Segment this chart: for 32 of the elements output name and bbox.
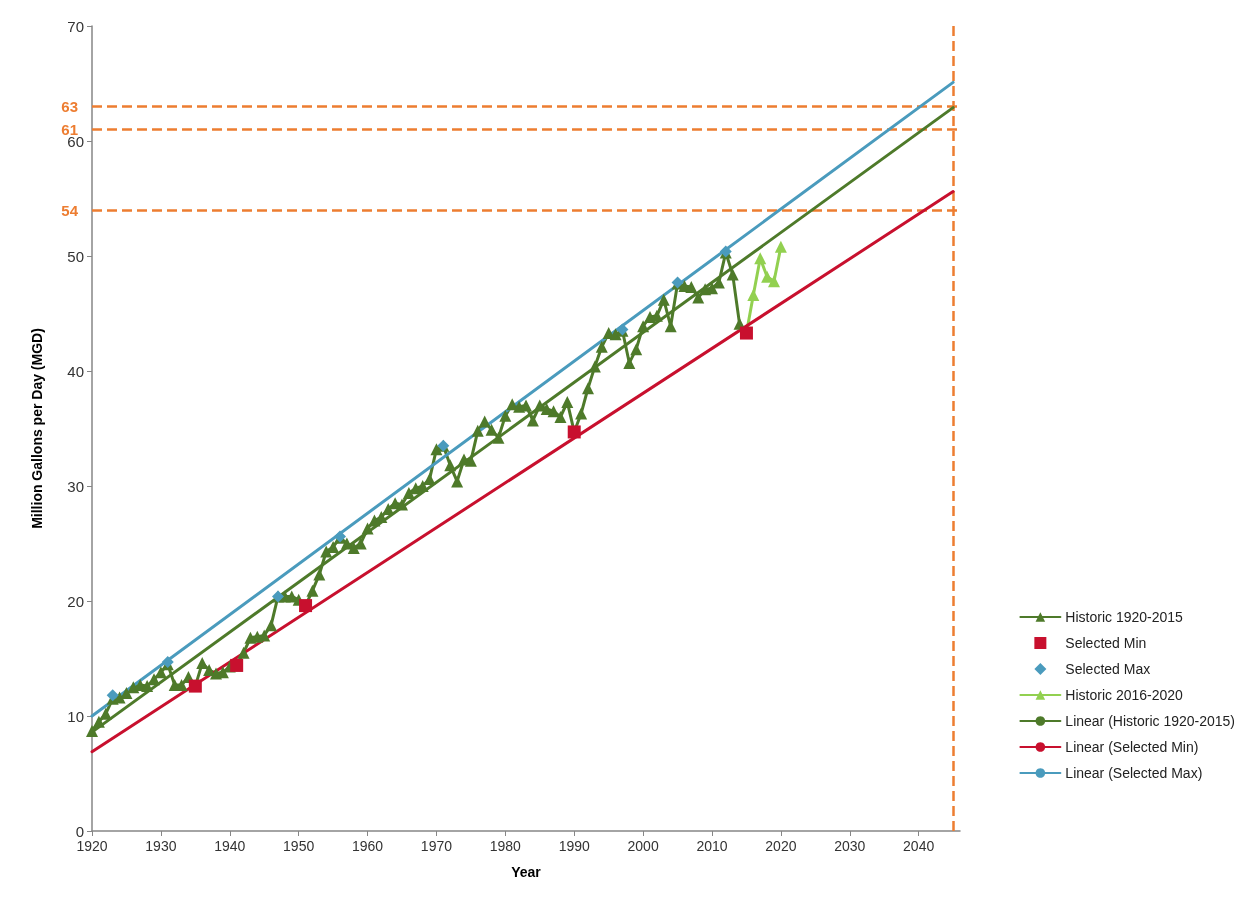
x-axis-title: Year bbox=[511, 864, 542, 880]
x-tick-label: 2030 bbox=[834, 838, 866, 854]
x-tick-label: 1960 bbox=[351, 838, 384, 854]
x-tick-label: 1920 bbox=[76, 838, 108, 854]
x-tick-label: 1940 bbox=[214, 838, 246, 854]
legend-label: Linear (Selected Max) bbox=[1065, 765, 1203, 781]
legend-label: Linear (Historic 1920-2015) bbox=[1065, 713, 1235, 729]
legend-label: Historic 1920-2015 bbox=[1065, 609, 1184, 625]
legend-label: Historic 2016-2020 bbox=[1065, 687, 1184, 703]
y-tick-label: 40 bbox=[67, 362, 84, 380]
x-tick-label: 2010 bbox=[696, 838, 728, 854]
x-tick-label: 1970 bbox=[420, 838, 453, 854]
y-tick-label: 10 bbox=[67, 707, 84, 725]
ref-line-label: 61 bbox=[61, 121, 78, 138]
ref-line-label: 54 bbox=[61, 201, 79, 219]
y-axis-title: Million Gallons per Day (MGD) bbox=[29, 328, 45, 529]
y-tick-label: 50 bbox=[67, 247, 84, 265]
x-tick-label: 2040 bbox=[903, 838, 935, 854]
y-tick-label: 70 bbox=[67, 17, 84, 35]
x-tick-label: 2020 bbox=[765, 838, 797, 854]
y-tick-label: 20 bbox=[67, 592, 84, 610]
x-tick-label: 2000 bbox=[627, 838, 659, 854]
legend-label: Linear (Selected Min) bbox=[1065, 739, 1199, 755]
legend-label: Selected Max bbox=[1065, 661, 1151, 677]
x-tick-label: 1930 bbox=[145, 838, 177, 854]
y-tick-label: 0 bbox=[75, 822, 84, 840]
x-tick-label: 1980 bbox=[489, 838, 522, 854]
legend-label: Selected Min bbox=[1065, 635, 1147, 651]
ref-line-label: 63 bbox=[61, 98, 78, 115]
y-tick-label: 30 bbox=[67, 477, 84, 495]
x-tick-label: 1950 bbox=[283, 838, 315, 854]
x-tick-label: 1990 bbox=[558, 838, 590, 854]
